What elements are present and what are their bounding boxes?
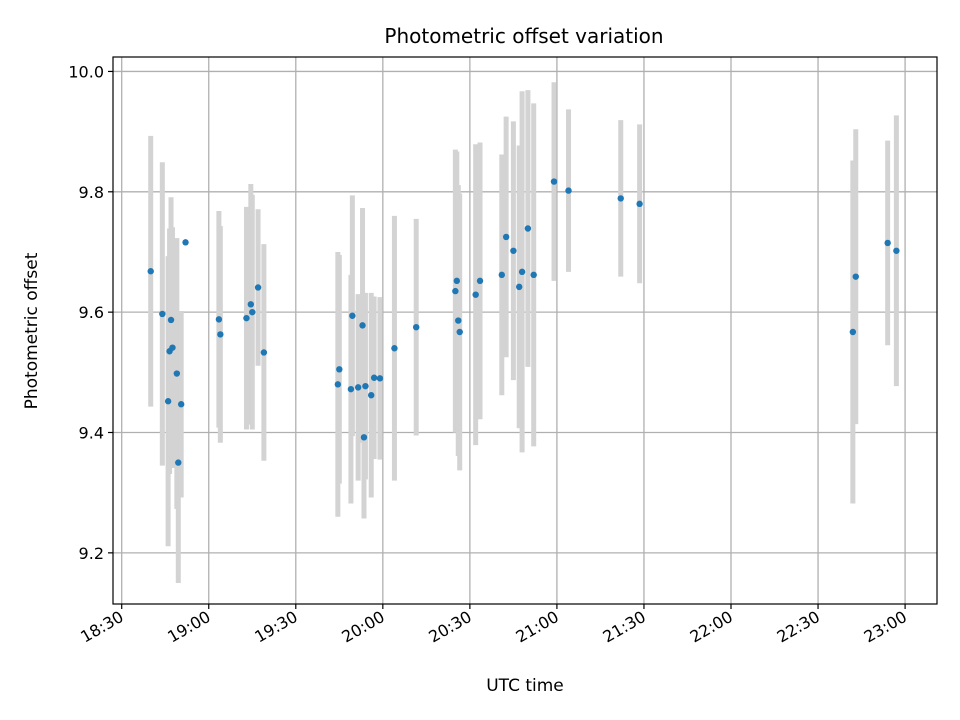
data-point bbox=[412, 323, 420, 331]
x-tick-label: 22:00 bbox=[687, 607, 736, 647]
data-point bbox=[455, 317, 462, 324]
x-axis-title: UTC time bbox=[486, 676, 564, 696]
data-point bbox=[515, 283, 523, 291]
x-tick-label: 18:30 bbox=[77, 607, 126, 647]
x-axis: 18:30 19:00 19:30 20:00 20:30 21:00 21:30 22:00… bbox=[77, 604, 910, 647]
data-point bbox=[173, 370, 181, 377]
data-point bbox=[182, 239, 189, 246]
data-point bbox=[476, 277, 484, 285]
errorbars bbox=[148, 82, 899, 583]
data-point bbox=[164, 398, 172, 405]
data-point bbox=[159, 310, 166, 318]
data-point bbox=[347, 385, 355, 393]
plot-frame bbox=[112, 56, 938, 605]
data-point bbox=[249, 308, 256, 316]
data-point bbox=[334, 381, 342, 388]
data-point bbox=[247, 301, 255, 308]
data-point bbox=[336, 366, 343, 373]
x-tick-label: 21:00 bbox=[512, 607, 561, 647]
data-point bbox=[565, 187, 572, 194]
y-tick-label: 9.6 bbox=[79, 303, 104, 322]
data-point bbox=[453, 277, 461, 285]
y-axis: 9.2 9.4 9.6 9.8 10.0 bbox=[68, 62, 113, 563]
data-point bbox=[370, 374, 378, 381]
data-points bbox=[147, 178, 900, 466]
data-point bbox=[456, 328, 463, 336]
data-point bbox=[215, 316, 223, 323]
data-point bbox=[169, 344, 176, 351]
data-point bbox=[884, 239, 891, 247]
chart-title: Photometric offset variation bbox=[384, 24, 663, 48]
data-point bbox=[498, 271, 505, 279]
data-point bbox=[376, 375, 384, 382]
data-point bbox=[502, 233, 510, 241]
x-tick-label: 19:30 bbox=[251, 607, 300, 647]
x-tick-label: 20:00 bbox=[338, 607, 387, 647]
data-point bbox=[550, 178, 558, 185]
data-point bbox=[243, 314, 250, 322]
data-point bbox=[167, 316, 175, 324]
data-point bbox=[260, 349, 268, 356]
data-point bbox=[852, 273, 859, 280]
data-point bbox=[359, 322, 366, 329]
data-point bbox=[362, 382, 369, 390]
data-point bbox=[636, 200, 643, 208]
data-point bbox=[530, 271, 537, 279]
data-point bbox=[524, 225, 532, 232]
y-tick-label: 9.2 bbox=[79, 544, 104, 563]
data-point bbox=[360, 434, 368, 441]
x-tick-label: 19:00 bbox=[164, 607, 213, 647]
data-point bbox=[472, 291, 479, 298]
data-point bbox=[254, 284, 262, 291]
data-point bbox=[147, 268, 154, 275]
y-tick-label: 9.8 bbox=[79, 183, 104, 202]
y-tick-label: 9.4 bbox=[79, 423, 104, 442]
data-point bbox=[349, 312, 356, 319]
data-point bbox=[452, 287, 459, 295]
x-tick-label: 22:30 bbox=[774, 607, 823, 647]
data-point bbox=[617, 195, 624, 202]
data-point bbox=[175, 459, 182, 466]
data-point bbox=[518, 268, 526, 276]
x-tick-label: 23:00 bbox=[861, 607, 910, 647]
grid bbox=[113, 57, 937, 604]
data-point bbox=[368, 391, 375, 399]
data-point bbox=[849, 328, 857, 336]
data-point bbox=[510, 247, 517, 254]
y-axis-title: Photometric offset bbox=[22, 252, 42, 409]
data-point bbox=[391, 345, 398, 352]
data-point bbox=[893, 247, 900, 254]
data-point bbox=[354, 384, 362, 391]
data-point bbox=[217, 331, 224, 338]
y-tick-label: 10.0 bbox=[68, 62, 104, 81]
x-tick-label: 20:30 bbox=[425, 607, 474, 647]
x-tick-label: 21:30 bbox=[600, 607, 649, 647]
data-point bbox=[177, 401, 185, 408]
